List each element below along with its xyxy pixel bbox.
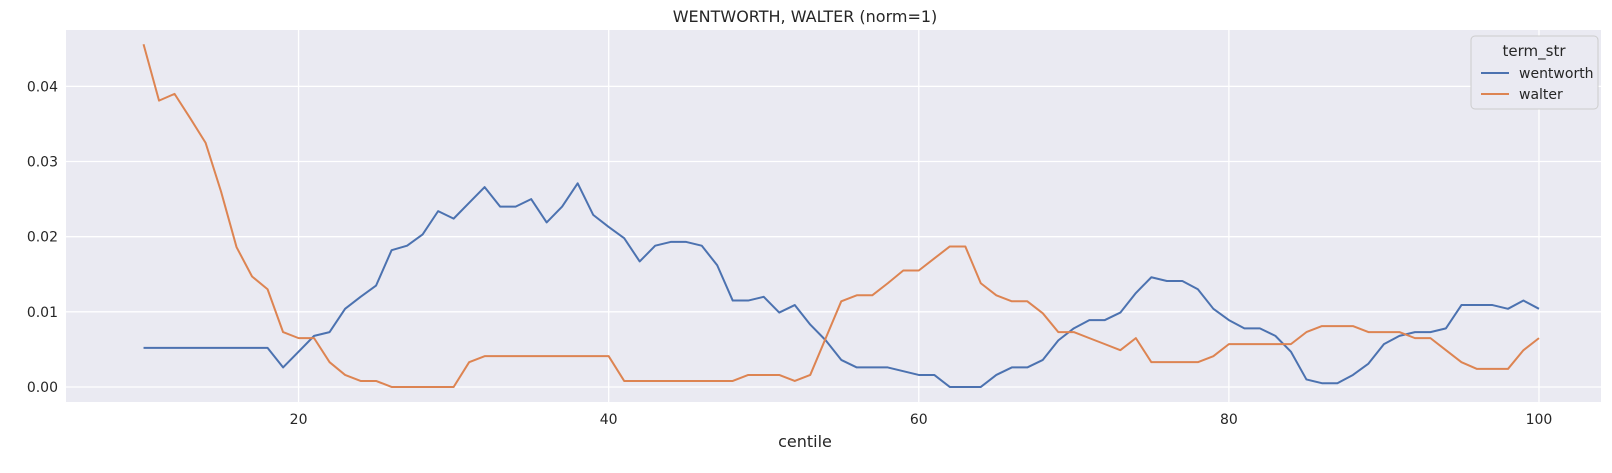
x-tick-label: 80 [1220, 412, 1238, 428]
y-axis-ticks: 0.00 0.01 0.02 0.03 0.04 [27, 79, 58, 396]
legend-label-wentworth: wentworth [1519, 66, 1594, 82]
series-line-walter [142, 44, 1540, 388]
legend-frame [1470, 35, 1599, 110]
grid-lines [66, 30, 1601, 402]
legend-title: term_str [1503, 42, 1567, 61]
plot-area [66, 30, 1601, 402]
x-tick-label: 40 [600, 412, 618, 428]
x-tick-label: 20 [290, 412, 308, 428]
chart-title: WENTWORTH, WALTER (norm=1) [673, 7, 938, 26]
x-tick-label: 100 [1526, 412, 1553, 428]
y-tick-label: 0.00 [27, 380, 58, 396]
y-tick-label: 0.01 [27, 305, 58, 321]
legend: term_str wentworth walter [1470, 35, 1599, 110]
x-axis-ticks: 20 40 60 80 100 [290, 412, 1553, 428]
y-tick-label: 0.04 [27, 79, 58, 95]
x-axis-title: centile [778, 432, 832, 451]
series-line-wentworth [143, 182, 1540, 388]
legend-label-walter: walter [1519, 87, 1563, 103]
series-lines [142, 44, 1540, 388]
x-tick-label: 60 [910, 412, 928, 428]
y-tick-label: 0.02 [27, 230, 58, 246]
y-tick-label: 0.03 [27, 155, 58, 171]
